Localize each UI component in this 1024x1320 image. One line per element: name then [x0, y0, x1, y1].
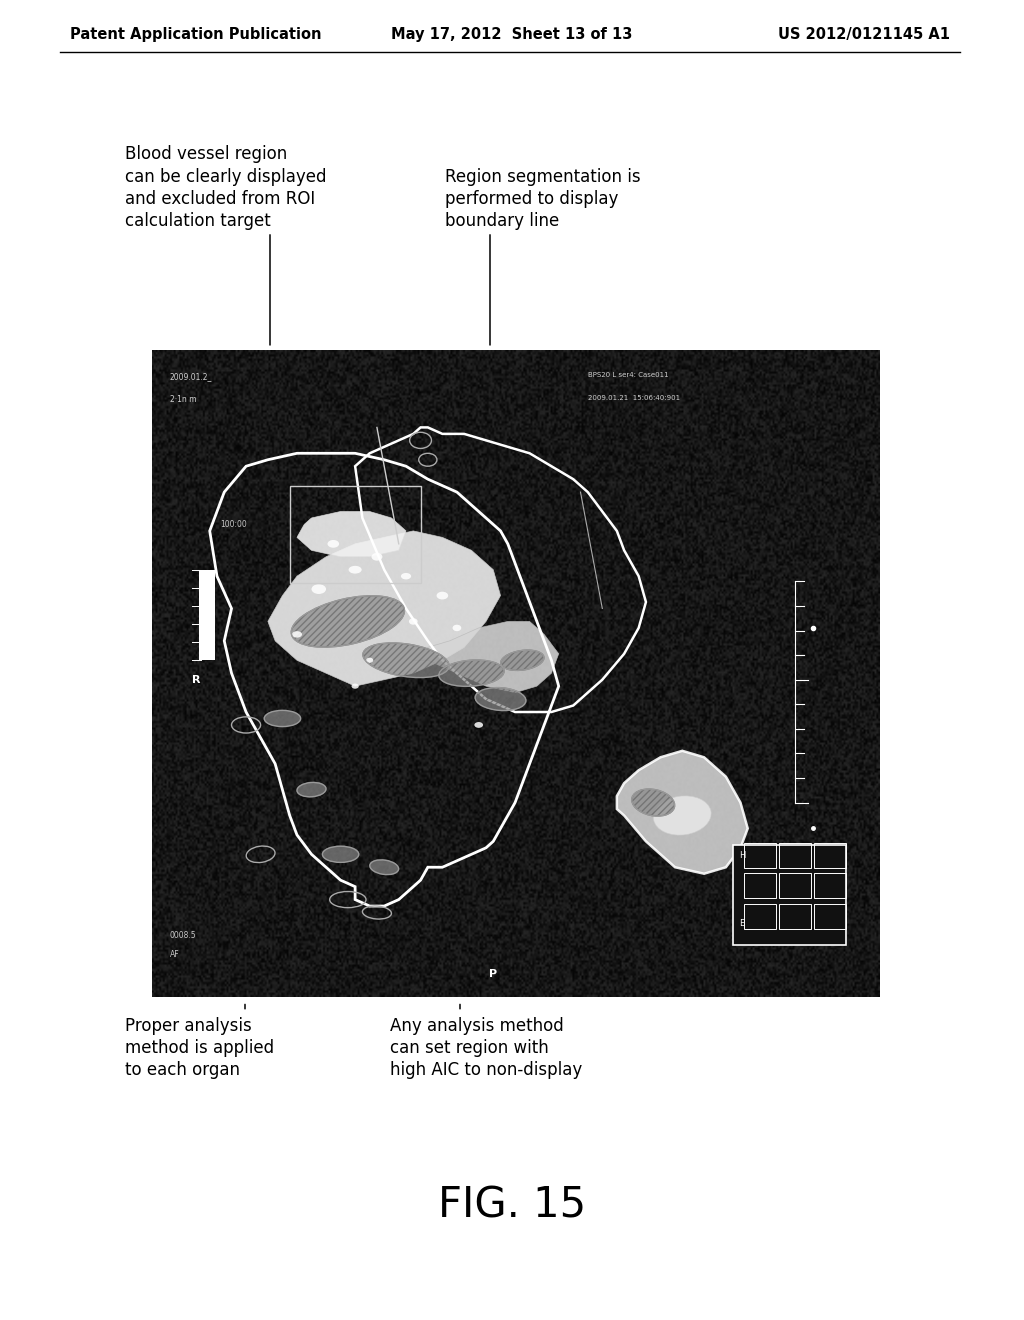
Ellipse shape	[351, 684, 358, 689]
Polygon shape	[616, 751, 748, 874]
Text: 2009.01.2_: 2009.01.2_	[170, 372, 212, 381]
Text: 2009.01.21  15:06:40:901: 2009.01.21 15:06:40:901	[588, 395, 680, 401]
Ellipse shape	[292, 631, 302, 638]
Ellipse shape	[409, 618, 418, 624]
Bar	[744, 843, 775, 869]
Ellipse shape	[453, 624, 461, 631]
Text: H: H	[739, 851, 745, 861]
Ellipse shape	[264, 710, 301, 726]
Text: Patent Application Publication: Patent Application Publication	[70, 28, 322, 42]
Ellipse shape	[436, 591, 449, 599]
Bar	[733, 845, 846, 945]
Ellipse shape	[328, 540, 339, 548]
Ellipse shape	[372, 553, 382, 561]
Text: 0008.5: 0008.5	[170, 931, 197, 940]
Ellipse shape	[439, 660, 504, 686]
Text: Any analysis method
can set region with
high AIC to non-display: Any analysis method can set region with …	[390, 1016, 583, 1078]
Text: Proper analysis
method is applied
to each organ: Proper analysis method is applied to eac…	[125, 1016, 274, 1078]
Ellipse shape	[362, 643, 450, 677]
Ellipse shape	[297, 783, 326, 797]
Bar	[814, 874, 846, 899]
Ellipse shape	[370, 859, 398, 875]
Text: P: P	[489, 969, 498, 979]
Text: R: R	[191, 675, 200, 685]
Ellipse shape	[291, 595, 404, 647]
Ellipse shape	[653, 796, 712, 836]
Ellipse shape	[401, 573, 411, 579]
Polygon shape	[268, 531, 501, 686]
Text: Blood vessel region
can be clearly displayed
and excluded from ROI
calculation t: Blood vessel region can be clearly displ…	[125, 145, 327, 230]
Bar	[814, 904, 846, 929]
Ellipse shape	[311, 585, 326, 594]
Bar	[290, 486, 421, 582]
Text: E: E	[739, 919, 744, 928]
Text: 100:00: 100:00	[220, 520, 248, 529]
Bar	[744, 874, 775, 899]
Ellipse shape	[501, 651, 544, 671]
Bar	[814, 843, 846, 869]
Text: 2·1n m: 2·1n m	[170, 395, 197, 404]
Ellipse shape	[348, 566, 361, 574]
Polygon shape	[297, 511, 406, 557]
Text: Region segmentation is
performed to display
boundary line: Region segmentation is performed to disp…	[445, 168, 641, 230]
Ellipse shape	[323, 846, 358, 862]
Bar	[744, 904, 775, 929]
Ellipse shape	[475, 688, 526, 710]
Text: BPS20 L ser4: Case011: BPS20 L ser4: Case011	[588, 372, 669, 379]
Ellipse shape	[632, 789, 675, 816]
Text: AF: AF	[170, 950, 179, 960]
Bar	[779, 904, 811, 929]
Polygon shape	[414, 622, 559, 693]
Text: FIG. 15: FIG. 15	[438, 1184, 586, 1226]
Text: US 2012/0121145 A1: US 2012/0121145 A1	[778, 28, 950, 42]
Ellipse shape	[366, 657, 374, 663]
Text: May 17, 2012  Sheet 13 of 13: May 17, 2012 Sheet 13 of 13	[391, 28, 633, 42]
Bar	[779, 843, 811, 869]
Ellipse shape	[474, 722, 483, 727]
Bar	[779, 874, 811, 899]
Bar	[199, 570, 215, 660]
